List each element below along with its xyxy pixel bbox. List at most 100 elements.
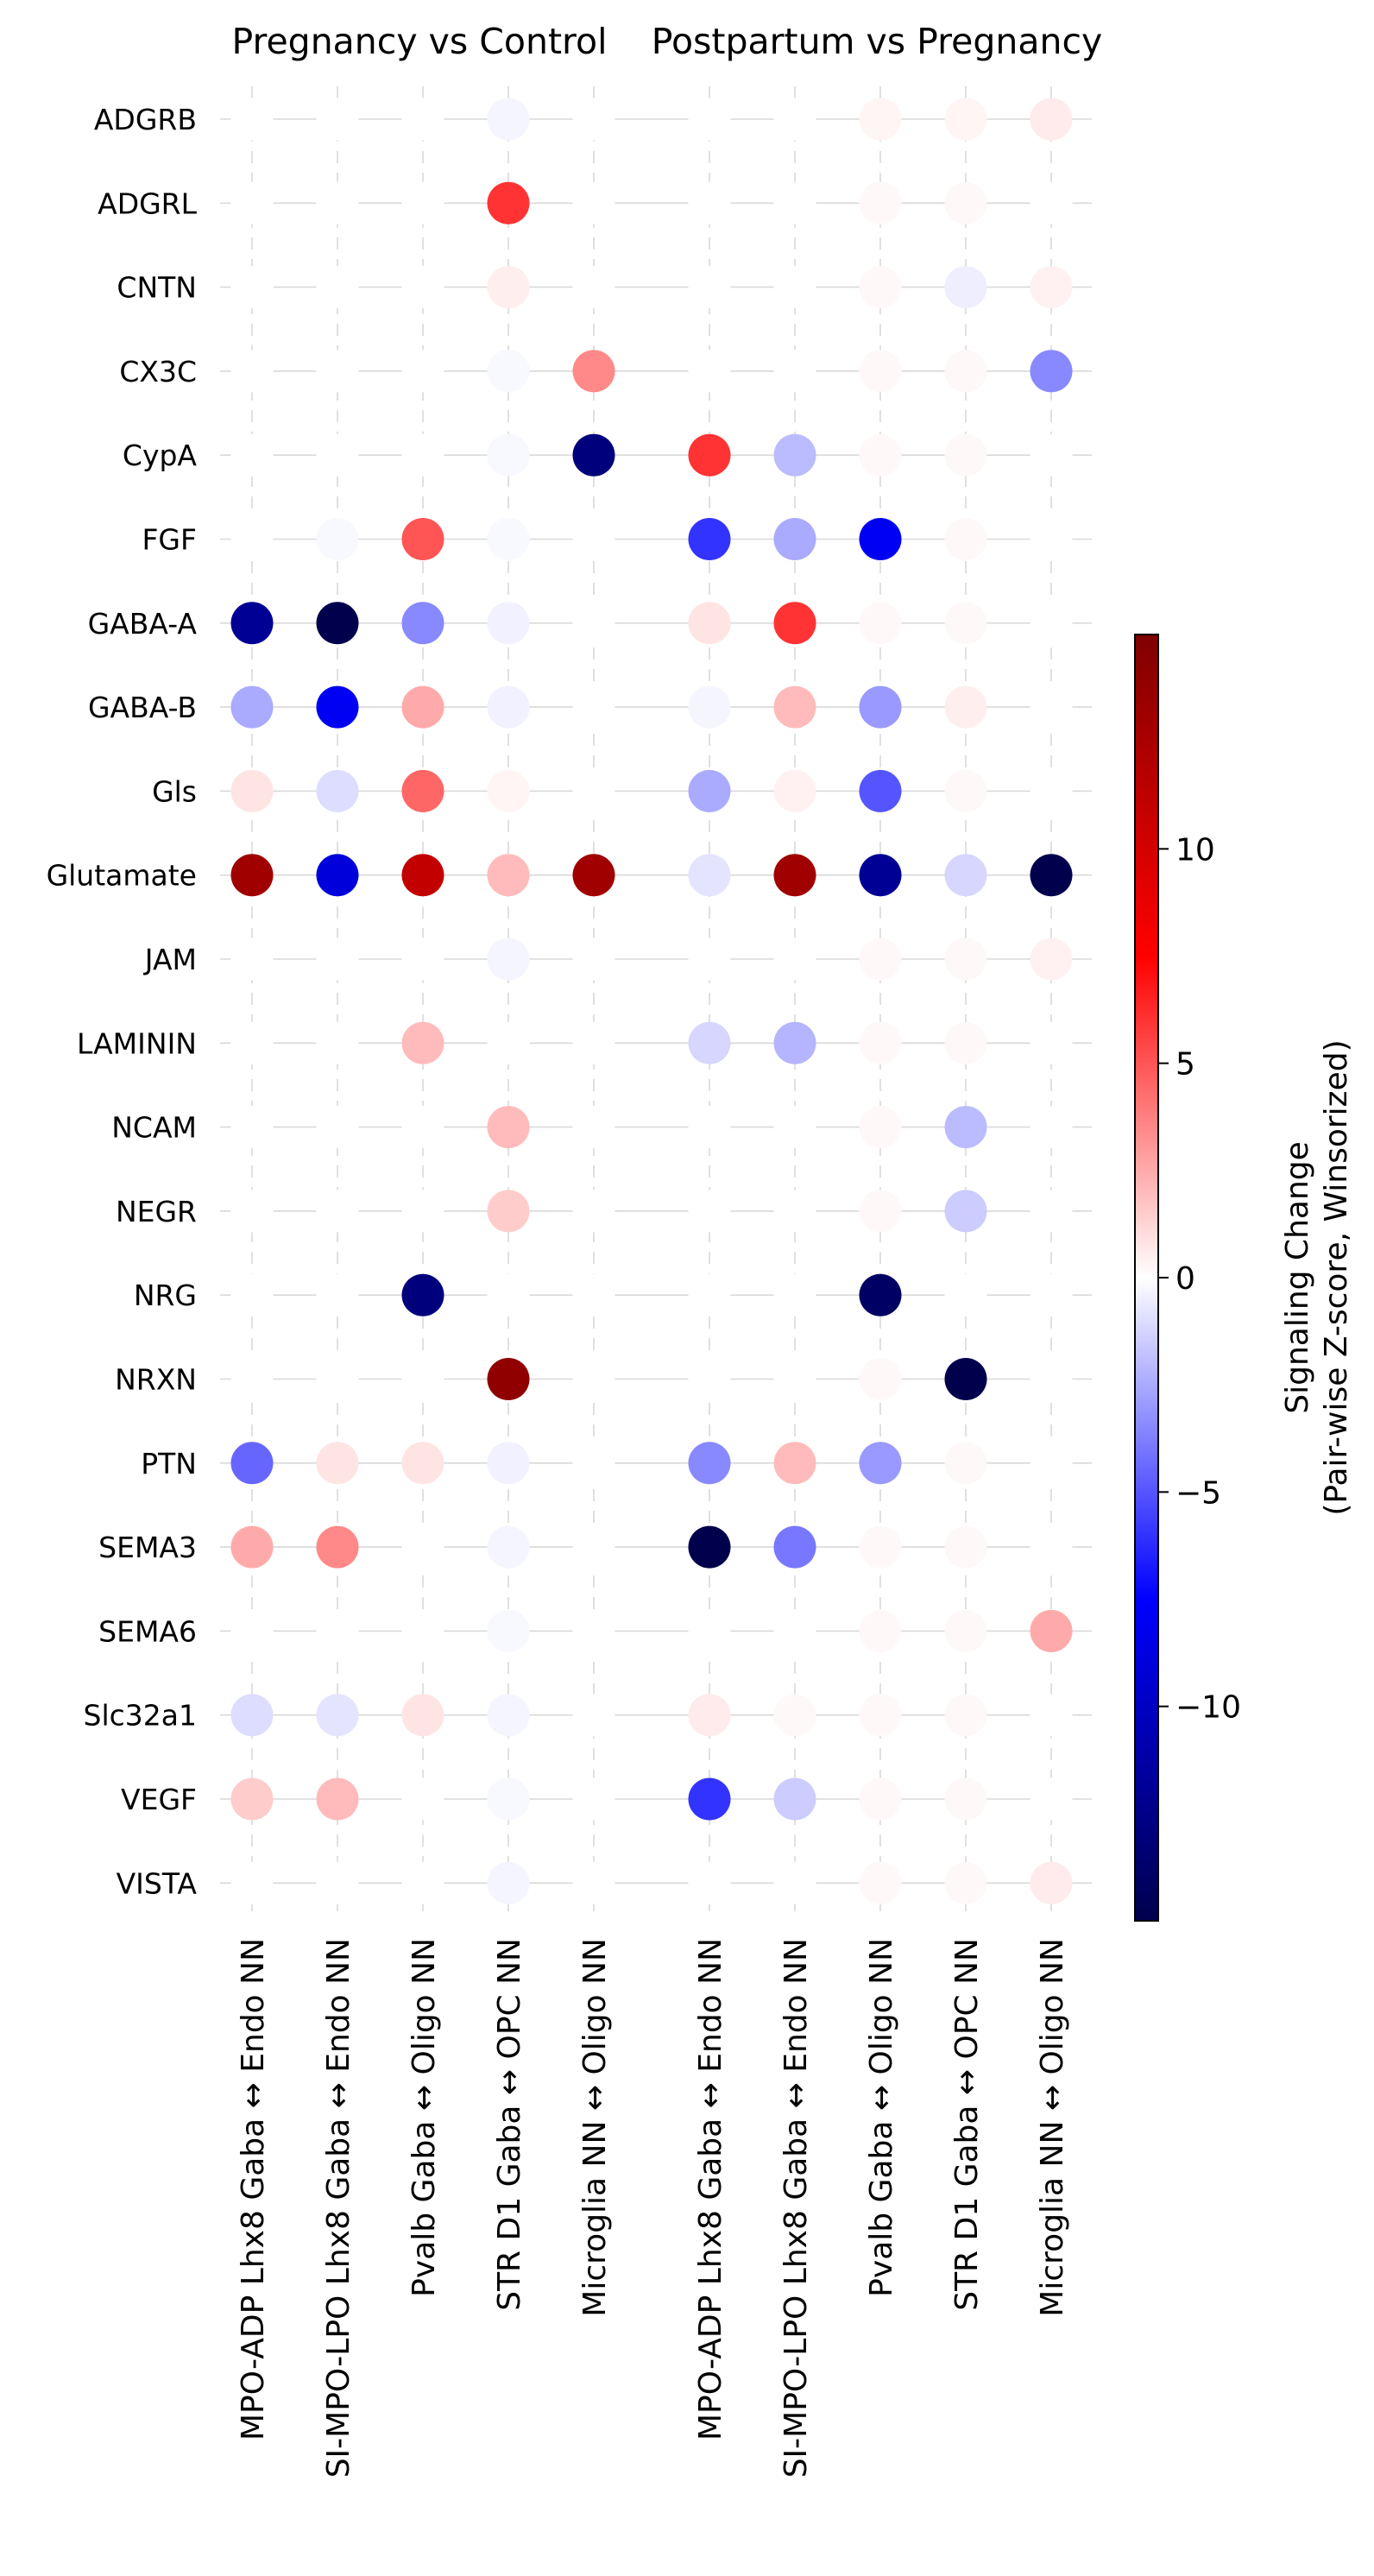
dot: [773, 1609, 816, 1652]
row-label: SEMA3: [98, 1531, 197, 1564]
dot: [401, 1442, 444, 1485]
dot: [230, 938, 274, 981]
column-label: Microglia NN ↔ Oligo NN: [577, 1938, 613, 2317]
dot: [572, 1694, 615, 1737]
dot: [859, 518, 902, 560]
dot: [230, 854, 274, 897]
dot: [401, 685, 444, 729]
dot: [773, 1525, 816, 1569]
dot: [1030, 1273, 1073, 1316]
dot: [859, 433, 902, 477]
dot: [688, 1358, 731, 1400]
dot: [487, 1273, 530, 1316]
dot: [401, 938, 444, 981]
dot: [316, 1273, 359, 1316]
row-label: PTN: [141, 1447, 197, 1481]
dot: [1030, 1190, 1073, 1233]
dot: [401, 1021, 444, 1064]
dot: [230, 1190, 274, 1233]
dot: [688, 685, 731, 729]
dot: [773, 1358, 816, 1400]
dot: [859, 266, 902, 309]
dot: [1030, 685, 1073, 729]
dot: [487, 518, 530, 560]
dot: [859, 1190, 902, 1233]
dot: [230, 98, 274, 141]
dot: [773, 266, 816, 309]
dot: [572, 1190, 615, 1233]
row-label: CX3C: [119, 355, 197, 388]
dot: [944, 1190, 987, 1233]
colorbar-tick-label: 10: [1175, 832, 1215, 868]
dot: [944, 1861, 987, 1904]
dot: [773, 1021, 816, 1064]
dot: [572, 1609, 615, 1652]
dot: [688, 602, 731, 645]
dot: [316, 1777, 359, 1821]
dot: [944, 1525, 987, 1569]
column-label: MPO-ADP Lhx8 Gaba ↔ Endo NN: [693, 1938, 728, 2440]
dot: [487, 266, 530, 309]
dot: [944, 1694, 987, 1737]
dot: [230, 1861, 274, 1904]
dot: [230, 433, 274, 477]
column-label: SI-MPO-LPO Lhx8 Gaba ↔ Endo NN: [321, 1938, 356, 2478]
dot: [487, 98, 530, 141]
dot: [688, 854, 731, 897]
dot: [688, 1106, 731, 1149]
dot: [944, 181, 987, 224]
dot: [688, 1021, 731, 1064]
dot: [572, 433, 615, 477]
dot: [401, 769, 444, 812]
dot: [401, 1106, 444, 1149]
dot: [572, 854, 615, 897]
dot: [230, 181, 274, 224]
dot: [487, 685, 530, 729]
dot: [1030, 1777, 1073, 1821]
dot: [572, 685, 615, 729]
row-label: FGF: [142, 523, 197, 557]
dot: [572, 1106, 615, 1149]
dot: [944, 266, 987, 309]
colorbar: 10 5 0 −5 −10 Signaling Change (Pair-wise Z-…: [1134, 634, 1354, 1922]
dot: [773, 1861, 816, 1904]
dot: [859, 98, 902, 141]
dot: [572, 1525, 615, 1569]
row-label: ADGRL: [98, 186, 197, 220]
dot: [316, 98, 359, 141]
dot: [572, 1861, 615, 1904]
dot: [773, 854, 816, 897]
dot: [487, 433, 530, 477]
dot: [944, 685, 987, 729]
dot: [859, 1442, 902, 1485]
column-label: Pvalb Gaba ↔ Oligo NN: [864, 1938, 899, 2297]
column-label: MPO-ADP Lhx8 Gaba ↔ Endo NN: [236, 1938, 271, 2440]
dot: [944, 1358, 987, 1400]
row-label: Gls: [152, 774, 197, 808]
dot: [688, 1609, 731, 1652]
dot: [230, 769, 274, 812]
dot: [688, 1273, 731, 1316]
dot: [230, 1609, 274, 1652]
row-label: NCAM: [111, 1111, 197, 1145]
dot: [401, 1190, 444, 1233]
row-label: CypA: [123, 439, 198, 472]
dot: [1030, 266, 1073, 309]
dot: [1030, 1861, 1073, 1904]
dot: [773, 518, 816, 560]
dot: [944, 1273, 987, 1316]
dot: [859, 769, 902, 812]
dot: [944, 938, 987, 981]
dot: [688, 433, 731, 477]
dot: [1030, 98, 1073, 141]
dot: [944, 1106, 987, 1149]
dot: [1030, 433, 1073, 477]
dot: [773, 938, 816, 981]
dot: [688, 1694, 731, 1737]
dot: [859, 1609, 902, 1652]
dot: [859, 602, 902, 645]
dot: [316, 1190, 359, 1233]
dot: [1030, 1021, 1073, 1064]
row-label: VEGF: [121, 1783, 197, 1816]
dot: [487, 1525, 530, 1569]
